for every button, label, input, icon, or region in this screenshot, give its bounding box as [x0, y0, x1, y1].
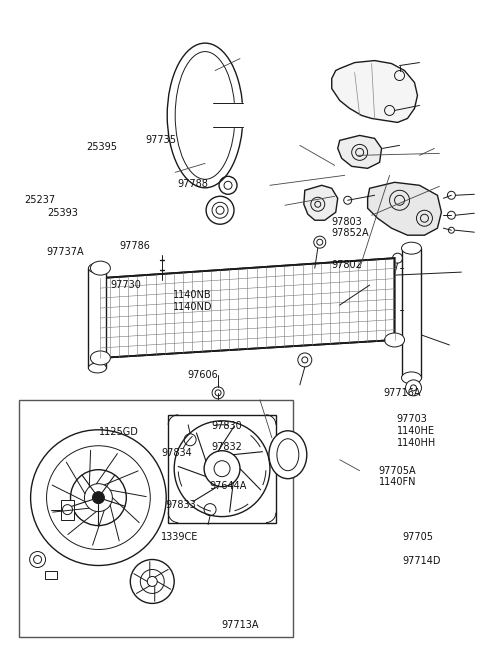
Text: 97714D: 97714D [403, 556, 441, 566]
Text: 25237: 25237 [24, 195, 56, 205]
Circle shape [212, 387, 224, 399]
Circle shape [298, 353, 312, 367]
Text: 97606: 97606 [187, 369, 218, 379]
Ellipse shape [402, 372, 421, 384]
Ellipse shape [90, 351, 110, 365]
Text: 97703: 97703 [396, 414, 427, 424]
Polygon shape [332, 60, 418, 122]
Polygon shape [368, 182, 442, 235]
Text: 97716A: 97716A [384, 388, 421, 398]
Text: 25393: 25393 [47, 208, 78, 218]
Text: 1140FN: 1140FN [379, 477, 416, 487]
Text: 97644A: 97644A [209, 481, 246, 491]
Text: 25395: 25395 [86, 142, 117, 152]
Text: 97832: 97832 [211, 442, 242, 452]
Bar [88, 268, 107, 368]
Text: 97802: 97802 [331, 260, 362, 270]
Text: 1140HE: 1140HE [396, 426, 434, 436]
Text: 97833: 97833 [166, 500, 197, 510]
Text: 97852A: 97852A [331, 229, 369, 238]
Text: 97788: 97788 [178, 179, 209, 189]
Text: 1125GD: 1125GD [99, 427, 139, 437]
Circle shape [93, 492, 104, 504]
Polygon shape [100, 258, 395, 358]
Polygon shape [304, 185, 338, 220]
Ellipse shape [384, 333, 405, 347]
Circle shape [62, 504, 72, 515]
Ellipse shape [90, 261, 110, 275]
Text: 97737A: 97737A [46, 247, 84, 257]
Text: 97803: 97803 [331, 217, 362, 227]
Bar [60, 500, 74, 519]
Ellipse shape [175, 52, 235, 179]
Circle shape [406, 380, 421, 396]
Ellipse shape [88, 363, 107, 373]
Text: 97735: 97735 [145, 135, 176, 145]
Ellipse shape [88, 263, 107, 273]
Text: 97705: 97705 [403, 532, 434, 542]
Bar [45, 571, 57, 580]
Polygon shape [213, 103, 243, 128]
Text: 97713A: 97713A [221, 620, 259, 630]
Text: 97786: 97786 [120, 242, 150, 252]
Text: 97705A: 97705A [379, 466, 417, 476]
Bar [402, 248, 421, 378]
Ellipse shape [277, 439, 299, 471]
Text: 97834: 97834 [161, 448, 192, 458]
Text: 97730: 97730 [111, 280, 142, 290]
Text: 1140HH: 1140HH [396, 438, 436, 447]
Polygon shape [338, 136, 382, 168]
Ellipse shape [402, 242, 421, 254]
Text: 1140ND: 1140ND [173, 301, 213, 312]
Text: 97830: 97830 [211, 421, 242, 430]
Bar [168, 415, 276, 523]
Text: 1140NB: 1140NB [173, 290, 212, 301]
Text: 1339CE: 1339CE [161, 532, 198, 542]
Bar [19, 400, 293, 637]
Ellipse shape [269, 431, 307, 479]
